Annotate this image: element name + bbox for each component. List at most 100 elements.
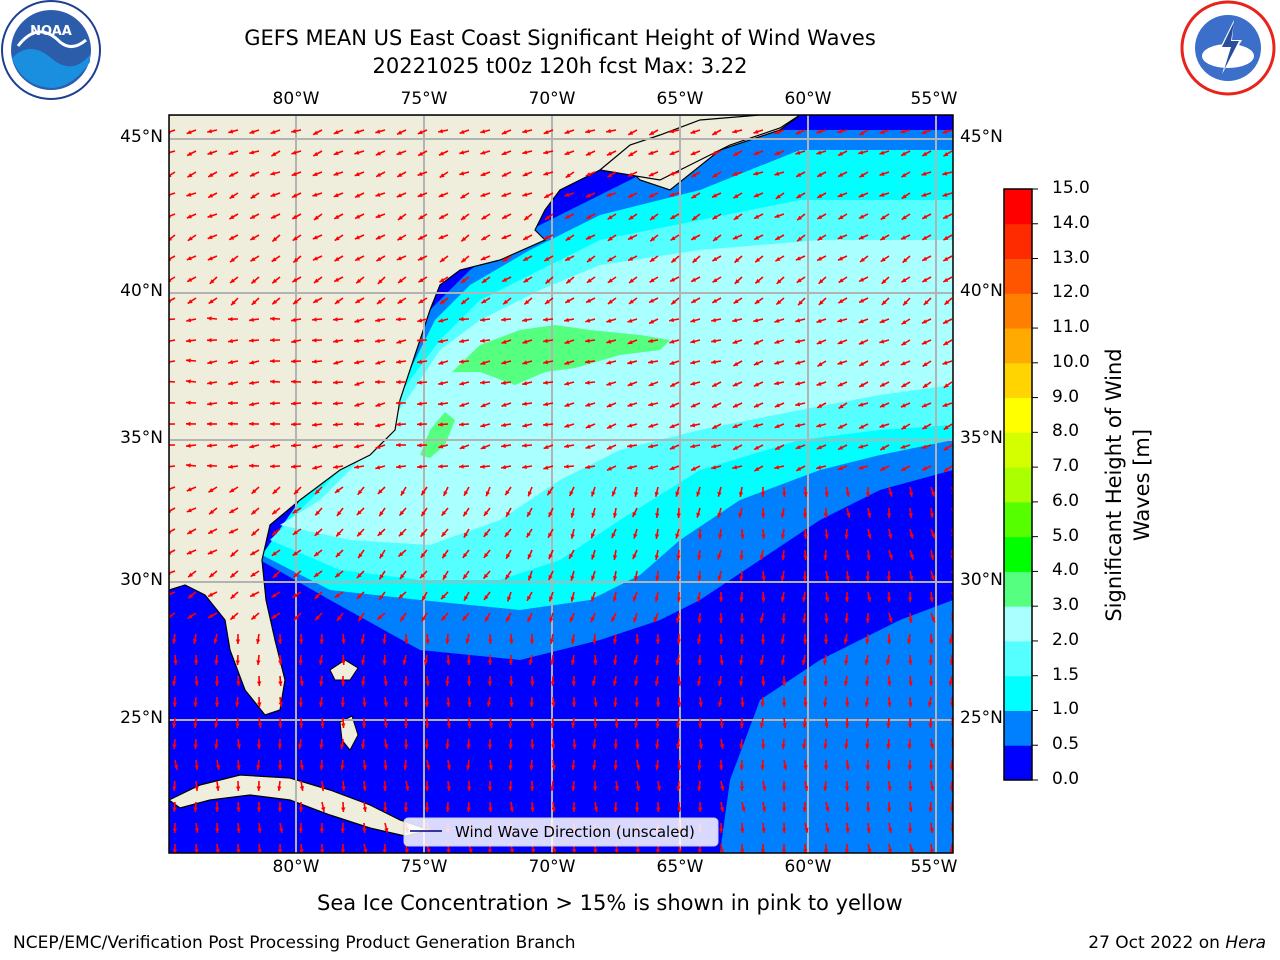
wave-direction-arrowhead bbox=[292, 509, 298, 514]
wave-direction-arrow bbox=[169, 549, 176, 555]
wave-direction-arrowhead bbox=[754, 299, 760, 304]
wave-direction-arrowhead bbox=[465, 638, 470, 644]
wave-direction-arrowhead bbox=[361, 660, 366, 665]
wave-direction-arrowhead bbox=[236, 744, 241, 749]
wave-direction-arrowhead bbox=[677, 681, 682, 686]
wave-direction-arrowhead bbox=[207, 256, 213, 261]
wave-direction-arrowhead bbox=[611, 491, 616, 497]
wave-direction-arrowhead bbox=[921, 319, 927, 324]
wave-direction-arrowhead bbox=[256, 639, 261, 644]
wave-direction-arrowhead bbox=[313, 572, 319, 577]
wave-direction-arrowhead bbox=[193, 807, 198, 812]
wave-direction-arrowhead bbox=[948, 639, 953, 644]
wave-direction-arrowhead bbox=[194, 828, 199, 833]
wave-direction-arrowhead bbox=[186, 508, 192, 513]
wave-direction-arrow bbox=[169, 486, 176, 491]
wave-direction-arrowhead bbox=[467, 702, 472, 707]
wave-direction-arrowhead bbox=[235, 660, 240, 665]
colorbar-segment bbox=[1004, 397, 1032, 433]
wave-direction-arrow bbox=[169, 380, 176, 383]
lat-label-left: 25°N bbox=[120, 708, 163, 728]
wave-direction-arrowhead bbox=[677, 765, 682, 770]
wave-direction-arrowhead bbox=[759, 554, 765, 560]
wave-direction-arrowhead bbox=[438, 464, 443, 469]
wave-direction-arrowhead bbox=[550, 660, 555, 665]
colorbar-segment bbox=[1004, 467, 1032, 503]
wave-direction-arrowhead bbox=[648, 338, 653, 344]
wave-direction-arrowhead bbox=[502, 277, 508, 282]
wave-direction-arrowhead bbox=[606, 339, 612, 344]
wave-direction-arrowhead bbox=[712, 214, 718, 220]
wave-direction-arrow bbox=[169, 255, 176, 261]
wave-direction-arrowhead bbox=[530, 744, 535, 749]
wave-direction-arrowhead bbox=[187, 277, 193, 282]
wave-direction-arrowhead bbox=[213, 638, 218, 644]
wave-direction-arrowhead bbox=[675, 491, 680, 497]
wave-direction-arrowhead bbox=[697, 555, 702, 560]
lon-label-top: 65°W bbox=[656, 89, 704, 109]
wave-direction-arrowhead bbox=[403, 765, 408, 770]
wave-direction-arrowhead bbox=[207, 316, 212, 321]
wave-direction-arrowhead bbox=[438, 444, 444, 449]
wave-direction-arrowhead bbox=[669, 317, 674, 323]
wave-direction-arrowhead bbox=[257, 723, 263, 728]
wave-direction-arrowhead bbox=[356, 594, 362, 599]
wave-direction-arrowhead bbox=[656, 786, 662, 791]
wave-direction-arrowhead bbox=[292, 593, 298, 598]
wave-direction-arrowhead bbox=[697, 786, 702, 791]
wave-direction-arrowhead bbox=[549, 617, 554, 623]
wave-direction-arrowhead bbox=[754, 214, 760, 219]
wave-direction-arrowhead bbox=[780, 596, 786, 602]
wave-direction-arrowhead bbox=[249, 172, 255, 177]
wave-direction-arrowhead bbox=[270, 192, 276, 197]
wave-direction-arrowhead bbox=[257, 702, 262, 707]
wave-direction-arrowhead bbox=[880, 215, 886, 220]
wave-direction-arrowhead bbox=[928, 723, 933, 728]
wave-direction-arrowhead bbox=[426, 848, 431, 853]
wave-direction-arrowhead bbox=[844, 597, 850, 602]
wave-direction-arrowhead bbox=[901, 215, 907, 220]
wave-direction-arrowhead bbox=[481, 298, 487, 304]
wave-direction-arrowhead bbox=[363, 848, 368, 853]
wave-direction-arrowhead bbox=[502, 214, 508, 219]
wave-direction-arrowhead bbox=[441, 615, 447, 621]
wave-direction-arrowhead bbox=[606, 151, 612, 156]
wave-direction-arrowhead bbox=[712, 278, 718, 283]
wave-direction-arrowhead bbox=[488, 765, 493, 770]
wave-direction-arrowhead bbox=[887, 786, 892, 791]
wave-direction-arrowhead bbox=[291, 171, 297, 176]
wave-direction-arrowhead bbox=[795, 381, 801, 386]
wave-direction-arrowhead bbox=[922, 362, 928, 367]
wave-direction-arrowhead bbox=[417, 401, 422, 406]
colorbar-tick-label: 12.0 bbox=[1052, 282, 1090, 303]
wave-direction-arrowhead bbox=[669, 339, 675, 344]
wave-direction-arrowhead bbox=[865, 744, 870, 749]
wave-direction-arrowhead bbox=[358, 616, 363, 622]
wave-direction-arrowhead bbox=[879, 403, 885, 408]
wave-direction-arrowhead bbox=[739, 765, 744, 770]
wave-direction-arrowhead bbox=[590, 617, 595, 623]
wave-direction-arrowhead bbox=[696, 596, 702, 602]
wave-direction-arrowhead bbox=[734, 279, 740, 284]
wave-direction-arrowhead bbox=[354, 421, 359, 427]
wave-direction-arrowhead bbox=[717, 702, 723, 707]
wave-direction-arrow bbox=[169, 297, 176, 303]
wave-direction-arrowhead bbox=[888, 554, 893, 560]
wave-direction-arrowhead bbox=[845, 765, 850, 770]
wave-direction-arrowhead bbox=[361, 723, 367, 728]
wave-direction-arrowhead bbox=[859, 298, 865, 303]
wave-direction-arrowhead bbox=[696, 512, 701, 518]
wave-direction-arrowhead bbox=[881, 279, 887, 284]
wave-direction-arrowhead bbox=[466, 660, 472, 665]
wave-direction-arrowhead bbox=[606, 403, 612, 408]
wave-direction-arrowhead bbox=[383, 744, 389, 749]
wave-direction-arrowhead bbox=[796, 278, 802, 283]
wave-direction-arrowhead bbox=[543, 171, 549, 176]
wave-direction-arrowhead bbox=[837, 318, 843, 323]
wave-direction-arrowhead bbox=[354, 464, 359, 470]
wave-direction-arrowhead bbox=[551, 807, 556, 812]
wave-direction-arrowhead bbox=[690, 360, 696, 365]
colorbar-tick-label: 1.0 bbox=[1052, 699, 1080, 720]
wave-direction-arrowhead bbox=[194, 765, 199, 770]
wave-direction-arrowhead bbox=[376, 299, 382, 304]
